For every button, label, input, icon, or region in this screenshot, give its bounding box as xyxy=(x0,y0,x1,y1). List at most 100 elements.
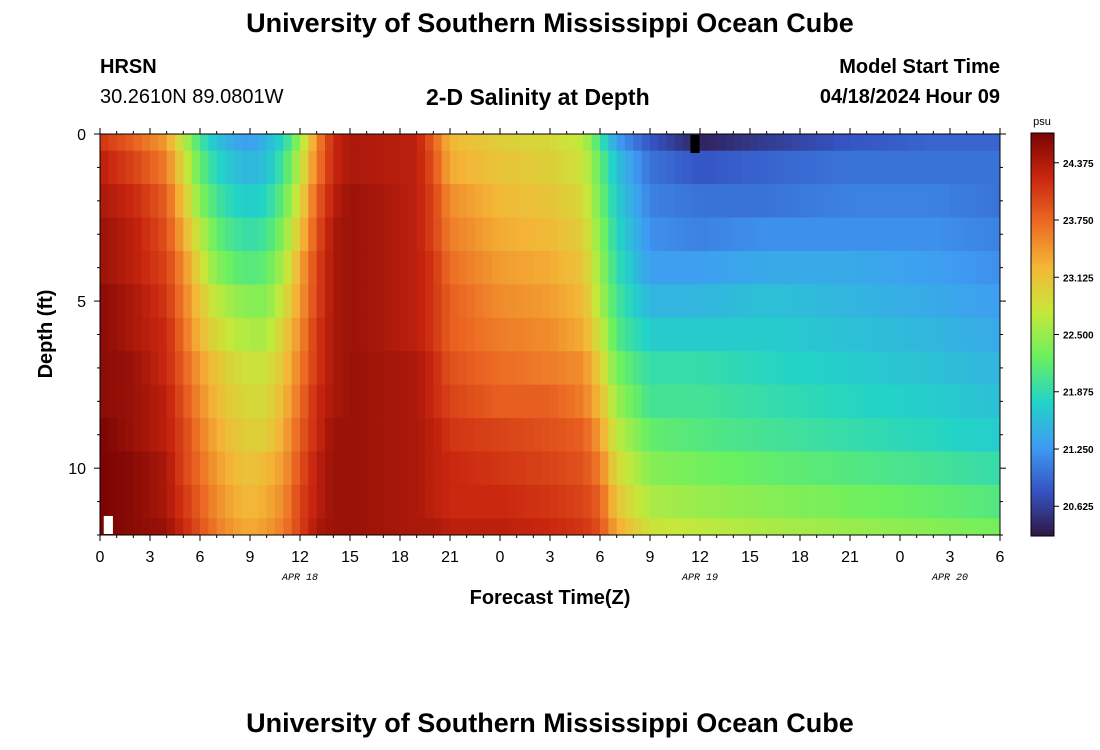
heatmap-cell xyxy=(900,418,909,452)
heatmap-cell xyxy=(150,150,159,185)
heatmap-cell xyxy=(558,284,568,319)
heatmap-cells xyxy=(100,134,1001,536)
chart-subtitle: 2-D Salinity at Depth xyxy=(426,84,650,110)
heatmap-cell xyxy=(775,317,784,352)
heatmap-cell xyxy=(483,451,493,486)
heatmap-cell xyxy=(141,418,151,452)
heatmap-cell xyxy=(441,484,451,519)
heatmap-cell xyxy=(175,150,184,185)
heatmap-cell xyxy=(250,284,259,319)
heatmap-cell xyxy=(466,384,476,419)
heatmap-cell xyxy=(775,217,784,252)
heatmap-cell xyxy=(575,284,584,319)
heatmap-cell xyxy=(208,134,218,152)
heatmap-cell xyxy=(533,134,543,152)
heatmap-cell xyxy=(850,317,859,352)
heatmap-cell xyxy=(475,451,484,486)
heatmap-cell xyxy=(508,217,518,252)
heatmap-cell xyxy=(341,418,351,452)
heatmap-cell xyxy=(975,451,984,486)
heatmap-cell xyxy=(616,217,626,252)
heatmap-cell xyxy=(683,217,693,252)
heatmap-cell xyxy=(475,217,484,252)
heatmap-cell xyxy=(391,451,401,486)
heatmap-cell xyxy=(300,184,309,218)
heatmap-cell xyxy=(875,134,884,152)
heatmap-cell xyxy=(683,134,693,152)
heatmap-cell xyxy=(283,351,293,386)
heatmap-cell xyxy=(483,284,493,319)
heatmap-cell xyxy=(350,384,359,419)
heatmap-cell xyxy=(350,184,359,218)
heatmap-cell xyxy=(375,484,384,519)
heatmap-cell xyxy=(166,484,176,519)
heatmap-cell xyxy=(641,484,651,519)
heatmap-cell xyxy=(116,184,126,218)
heatmap-cell xyxy=(783,418,793,452)
heatmap-cell xyxy=(191,284,201,319)
heatmap-cell xyxy=(191,418,201,452)
heatmap-cell xyxy=(741,284,751,319)
heatmap-cell xyxy=(541,418,551,452)
heatmap-cell xyxy=(950,217,959,252)
heatmap-cell xyxy=(358,150,368,185)
heatmap-cell xyxy=(233,284,243,319)
heatmap-cell xyxy=(266,451,276,486)
heatmap-cell xyxy=(241,150,251,185)
heatmap-cell xyxy=(391,518,401,536)
heatmap-cell xyxy=(333,518,343,536)
heatmap-cell xyxy=(783,184,793,218)
heatmap-cell xyxy=(316,217,326,252)
heatmap-cell xyxy=(708,317,718,352)
heatmap-cell xyxy=(800,217,809,252)
heatmap-cell xyxy=(783,217,793,252)
heatmap-cell xyxy=(633,518,643,536)
heatmap-cell xyxy=(150,351,159,386)
heatmap-cell xyxy=(308,134,318,152)
heatmap-cell xyxy=(533,484,543,519)
heatmap-cell xyxy=(541,184,551,218)
heatmap-cell xyxy=(258,217,268,252)
heatmap-cell xyxy=(800,351,809,386)
heatmap-cell xyxy=(966,250,976,285)
heatmap-cell xyxy=(175,484,184,519)
heatmap-cell xyxy=(316,418,326,452)
heatmap-cell xyxy=(108,134,118,152)
heatmap-cell xyxy=(641,184,651,218)
heatmap-cell xyxy=(650,217,659,252)
heatmap-cell xyxy=(325,134,334,152)
heatmap-cell xyxy=(841,317,851,352)
heatmap-cell xyxy=(625,518,634,536)
heatmap-cell xyxy=(191,484,201,519)
heatmap-cell xyxy=(983,384,993,419)
heatmap-cell xyxy=(600,484,609,519)
heatmap-cell xyxy=(750,250,759,285)
heatmap-cell xyxy=(233,451,243,486)
heatmap-cell xyxy=(616,418,626,452)
heatmap-cell xyxy=(325,184,334,218)
heatmap-cell xyxy=(883,317,893,352)
heatmap-cell xyxy=(141,250,151,285)
heatmap-cell xyxy=(333,217,343,252)
heatmap-cell xyxy=(308,384,318,419)
heatmap-cell xyxy=(841,217,851,252)
heatmap-cell xyxy=(733,284,743,319)
heatmap-cell xyxy=(550,284,559,319)
heatmap-cell xyxy=(341,150,351,185)
heatmap-cell xyxy=(766,184,776,218)
heatmap-cell xyxy=(475,250,484,285)
heatmap-cell xyxy=(358,134,368,152)
heatmap-cell xyxy=(175,184,184,218)
heatmap-cell xyxy=(333,150,343,185)
heatmap-cell xyxy=(683,184,693,218)
heatmap-cell xyxy=(958,134,968,152)
heatmap-cell xyxy=(341,351,351,386)
heatmap-cell xyxy=(708,150,718,185)
heatmap-cell xyxy=(991,150,1001,185)
heatmap-cell xyxy=(850,284,859,319)
heatmap-cell xyxy=(916,484,926,519)
heatmap-cell xyxy=(466,134,476,152)
heatmap-cell xyxy=(708,250,718,285)
heatmap-cell xyxy=(941,284,951,319)
heatmap-cell xyxy=(891,217,901,252)
